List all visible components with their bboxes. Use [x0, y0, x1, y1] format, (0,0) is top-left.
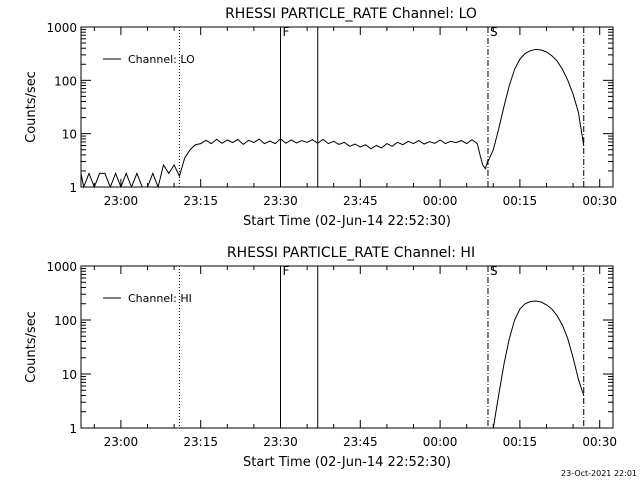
y-tick-label: 100	[54, 314, 77, 328]
y-axis-label: Counts/sec	[24, 71, 39, 143]
x-tick-label: 23:30	[263, 194, 298, 208]
y-tick-label: 10	[62, 368, 77, 382]
x-tick-label: 00:00	[423, 435, 458, 449]
x-axis-label: Start Time (02-Jun-14 22:52:30)	[243, 455, 451, 470]
legend: Channel: LO	[103, 53, 195, 66]
series-line	[492, 300, 585, 429]
legend-label: Channel: HI	[128, 292, 192, 305]
x-tick-label: 23:30	[263, 435, 298, 449]
series-line	[80, 138, 489, 189]
footer-timestamp: 23-Oct-2021 22:01	[561, 469, 637, 478]
x-tick-label: 23:15	[183, 435, 218, 449]
marker-label: F	[283, 264, 290, 278]
marker-label: F	[283, 25, 290, 39]
marker-label: S	[490, 264, 498, 278]
x-axis-label: Start Time (02-Jun-14 22:52:30)	[243, 214, 451, 229]
x-tick-label: 23:00	[104, 435, 139, 449]
panel-lo: RHESSI PARTICLE_RATE Channel: LO F S 23:0…	[24, 6, 617, 229]
legend: Channel: HI	[103, 292, 192, 305]
plot-frame	[80, 26, 614, 188]
data-lo	[80, 48, 585, 189]
x-tick-label: 23:45	[343, 194, 378, 208]
legend-label: Channel: LO	[128, 53, 195, 66]
x-tick-label: 23:00	[104, 194, 139, 208]
y-tick-label: 1	[69, 181, 77, 195]
y-tick-label: 100	[54, 74, 77, 88]
y-tick-label: 1	[69, 422, 77, 436]
x-tick-label: 00:15	[503, 435, 538, 449]
plot-frame	[80, 265, 614, 429]
axis-ticks-lo: 23:00 23:15 23:30 23:45 00:00 00:15 00:30 1 10 10…	[46, 21, 617, 208]
y-axis-label: Counts/sec	[24, 311, 39, 383]
marker-label: S	[490, 25, 498, 39]
y-tick-label: 10	[62, 128, 77, 142]
y-tick-label: 1000	[46, 21, 77, 35]
chart-title: RHESSI PARTICLE_RATE Channel: HI	[227, 245, 475, 261]
x-tick-label: 23:45	[343, 435, 378, 449]
axis-ticks-hi: 23:00 23:15 23:30 23:45 00:00 00:15 00:30 1 10 10…	[46, 260, 617, 449]
x-tick-label: 23:15	[183, 194, 218, 208]
y-tick-label: 1000	[46, 260, 77, 274]
x-tick-label: 00:30	[582, 435, 617, 449]
x-tick-label: 00:30	[582, 194, 617, 208]
x-tick-label: 00:15	[503, 194, 538, 208]
x-tick-label: 00:00	[423, 194, 458, 208]
chart-title: RHESSI PARTICLE_RATE Channel: LO	[225, 6, 477, 22]
data-hi	[492, 300, 585, 429]
series-line	[487, 48, 585, 162]
